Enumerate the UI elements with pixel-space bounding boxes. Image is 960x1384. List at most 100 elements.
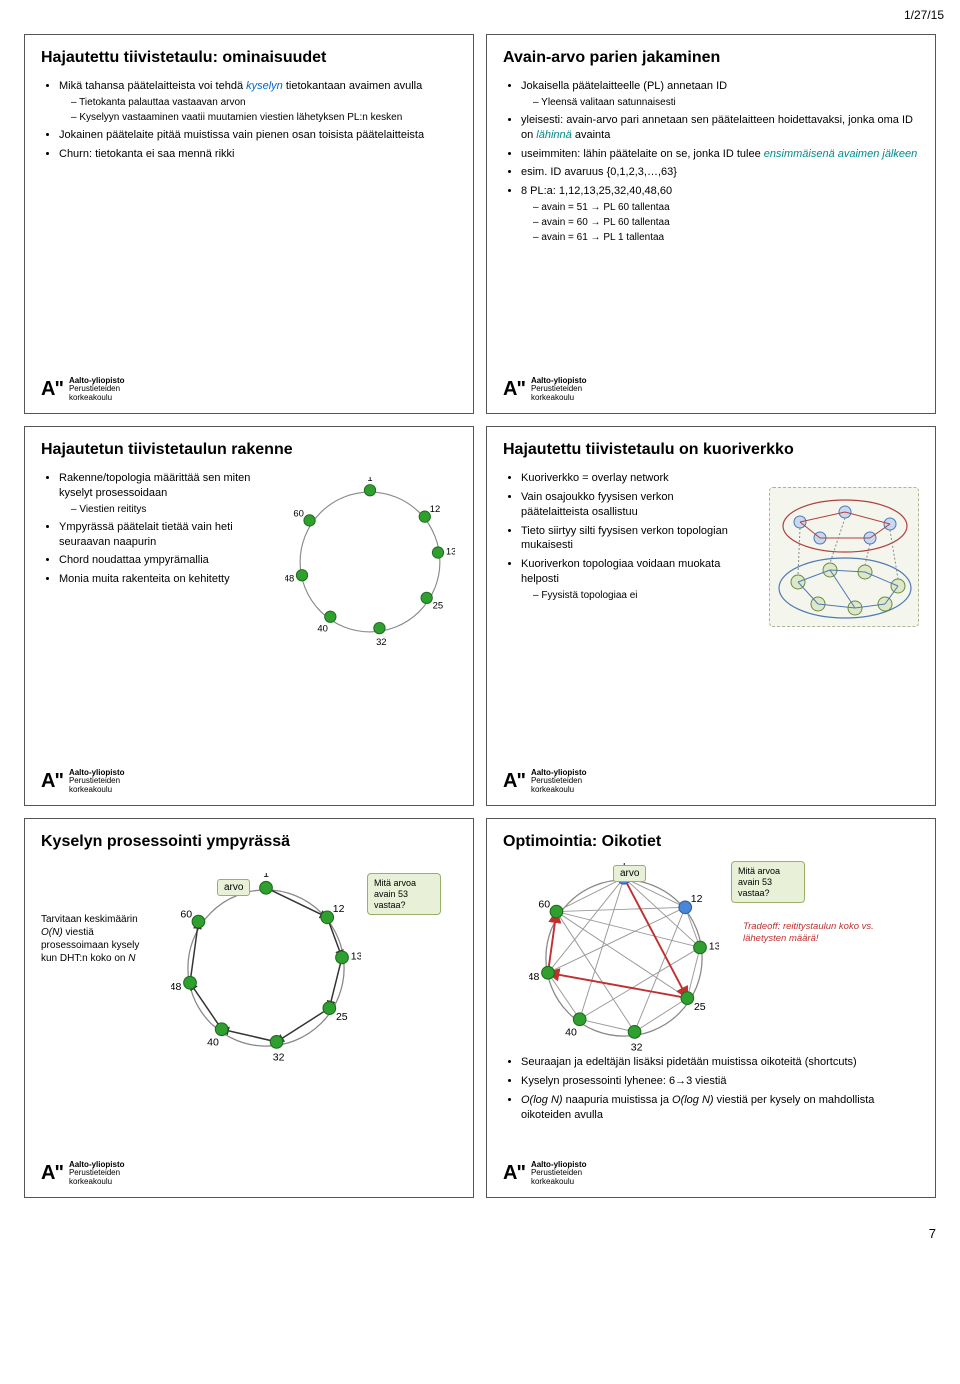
- s1-b1s2: Kyselyyn vastaaminen vaatii muutamien vi…: [71, 111, 457, 124]
- svg-text:48: 48: [529, 971, 539, 983]
- s1-b2: Jokainen päätelaite pitää muistissa vain…: [59, 128, 457, 143]
- svg-text:12: 12: [333, 903, 345, 915]
- arvo-callout-5: arvo: [217, 879, 250, 896]
- s3-b2: Ympyrässä päätelait tietää vain heti seu…: [59, 520, 251, 550]
- s5-sna: Tarvitaan keskimäärin: [41, 914, 138, 925]
- s3-b1s1: Viestien reititys: [71, 503, 251, 516]
- svg-text:13: 13: [351, 951, 361, 963]
- ring-diagram-5: 112132532404860: [171, 873, 361, 1063]
- s4-b4: Kuoriverkon topologiaa voidaan muokata h…: [521, 557, 733, 602]
- logo-l3: korkeakoulu: [69, 1178, 125, 1187]
- s4-b4t: Kuoriverkon topologiaa voidaan muokata h…: [521, 558, 720, 585]
- logo-mark: A": [41, 1162, 63, 1185]
- logo-l3: korkeakoulu: [531, 394, 587, 403]
- slide-5: Kyselyn prosessointi ympyrässä Tarvitaan…: [24, 818, 474, 1198]
- s5-snb: O(N): [41, 927, 63, 938]
- s2-b5s3: avain = 61 → PL 1 tallentaa: [533, 231, 919, 244]
- s2-b5t: 8 PL:a: 1,12,13,25,32,40,48,60: [521, 185, 672, 197]
- slide-6: Optimointia: Oikotiet 112132532404860 ar…: [486, 818, 936, 1198]
- s2-b5s2: avain = 60 → PL 60 tallentaa: [533, 216, 919, 229]
- s4-b1: Kuoriverkko = overlay network: [521, 471, 733, 486]
- logo-mark: A": [41, 378, 63, 401]
- aalto-logo: A" Aalto-yliopisto Perustieteiden korkea…: [41, 369, 457, 403]
- s6-b3c: O(log N): [672, 1094, 714, 1106]
- slide2-title: Avain-arvo parien jakaminen: [503, 49, 919, 67]
- slide-3: Hajautetun tiivistetaulun rakenne Rakenn…: [24, 426, 474, 806]
- s1-b1-emph: kyselyn: [246, 80, 283, 92]
- overlay-network-illustration: [769, 487, 919, 627]
- slide-2: Avain-arvo parien jakaminen Jokaisella p…: [486, 34, 936, 414]
- slide1-title: Hajautettu tiivistetaulu: ominaisuudet: [41, 49, 457, 67]
- slide-1: Hajautettu tiivistetaulu: ominaisuudet M…: [24, 34, 474, 414]
- s2-b5: 8 PL:a: 1,12,13,25,32,40,48,60 avain = 5…: [521, 184, 919, 244]
- s2-b3e: ensimmäisenä avaimen jälkeen: [764, 148, 917, 160]
- s4-b3: Tieto siirtyy silti fyysisen verkon topo…: [521, 524, 733, 554]
- slides-grid: Hajautettu tiivistetaulu: ominaisuudet M…: [0, 26, 960, 1222]
- s3-b4: Monia muita rakenteita on kehitetty: [59, 572, 251, 587]
- s5-snd: N: [128, 953, 135, 964]
- s2-b3a: useimmiten: lähin päätelaite on se, jonk…: [521, 148, 764, 160]
- svg-text:60: 60: [180, 908, 192, 920]
- s3-b1: Rakenne/topologia määrittää sen miten ky…: [59, 471, 251, 516]
- logo-l3: korkeakoulu: [69, 394, 125, 403]
- query-callout-6: Mitä arvoa avain 53 vastaa?: [731, 861, 805, 903]
- svg-text:25: 25: [336, 1011, 348, 1023]
- svg-text:32: 32: [631, 1042, 643, 1053]
- svg-text:1: 1: [367, 477, 372, 484]
- logo-l3: korkeakoulu: [69, 786, 125, 795]
- s1-b1b: tietokantaan avaimen avulla: [283, 80, 422, 92]
- svg-text:40: 40: [565, 1026, 577, 1038]
- s2-b1t: Jokaisella päätelaitteelle (PL) annetaan…: [521, 80, 727, 92]
- logo-mark: A": [503, 1162, 525, 1185]
- ring-diagram-6: 112132532404860: [529, 863, 719, 1053]
- s2-b2b: avainta: [572, 129, 611, 141]
- s1-b1s1: Tietokanta palauttaa vastaavan arvon: [71, 96, 457, 109]
- s1-b1a: Mikä tahansa päätelaitteista voi tehdä: [59, 80, 246, 92]
- s2-b1: Jokaisella päätelaitteelle (PL) annetaan…: [521, 79, 919, 109]
- s3-b3: Chord noudattaa ympyrämallia: [59, 553, 251, 568]
- s2-b2: yleisesti: avain-arvo pari annetaan sen …: [521, 113, 919, 143]
- svg-text:60: 60: [538, 898, 550, 910]
- slide-4: Hajautettu tiivistetaulu on kuoriverkko …: [486, 426, 936, 806]
- svg-text:12: 12: [430, 504, 441, 515]
- s1-b1: Mikä tahansa päätelaitteista voi tehdä k…: [59, 79, 457, 124]
- svg-text:48: 48: [285, 574, 294, 585]
- s4-b4s1: Fyysistä topologiaa ei: [533, 589, 733, 602]
- slide3-title: Hajautetun tiivistetaulun rakenne: [41, 441, 457, 459]
- s6-b1: Seuraajan ja edeltäjän lisäksi pidetään …: [521, 1055, 919, 1070]
- slide6-title: Optimointia: Oikotiet: [503, 833, 919, 851]
- s3-b1t: Rakenne/topologia määrittää sen miten ky…: [59, 472, 250, 499]
- logo-l3: korkeakoulu: [531, 1178, 587, 1187]
- aalto-logo: A" Aalto-yliopisto Perustieteiden korkea…: [503, 1153, 919, 1187]
- svg-text:32: 32: [376, 637, 387, 647]
- s1-b3: Churn: tietokanta ei saa mennä rikki: [59, 147, 457, 162]
- aalto-logo: A" Aalto-yliopisto Perustieteiden korkea…: [503, 369, 919, 403]
- tradeoff-note: Tradeoff: reititystaulun koko vs. lähety…: [743, 921, 893, 945]
- aalto-logo: A" Aalto-yliopisto Perustieteiden korkea…: [503, 761, 919, 795]
- slide4-title: Hajautettu tiivistetaulu on kuoriverkko: [503, 441, 919, 459]
- page-date: 1/27/15: [0, 0, 960, 26]
- svg-text:1: 1: [263, 873, 269, 880]
- s2-b3: useimmiten: lähin päätelaite on se, jonk…: [521, 147, 919, 162]
- logo-mark: A": [41, 770, 63, 793]
- svg-text:25: 25: [694, 1001, 706, 1013]
- s6-b2: Kyselyn prosessointi lyhenee: 6→3 viesti…: [521, 1074, 919, 1089]
- aalto-logo: A" Aalto-yliopisto Perustieteiden korkea…: [41, 761, 457, 795]
- aalto-logo: A" Aalto-yliopisto Perustieteiden korkea…: [41, 1153, 457, 1187]
- logo-l3: korkeakoulu: [531, 786, 587, 795]
- s6-b3b: naapuria muistissa ja: [563, 1094, 672, 1106]
- s5-side-note: Tarvitaan keskimäärin O(N) viestiä prose…: [41, 913, 151, 965]
- slide5-title: Kyselyn prosessointi ympyrässä: [41, 833, 457, 851]
- ring-diagram-3: 112132532404860: [285, 477, 455, 647]
- s2-b1s1: Yleensä valitaan satunnaisesti: [533, 96, 919, 109]
- s6-b3: O(log N) naapuria muistissa ja O(log N) …: [521, 1093, 919, 1123]
- arvo-callout-6: arvo: [613, 865, 646, 882]
- s2-b4: esim. ID avaruus {0,1,2,3,…,63}: [521, 165, 919, 180]
- svg-text:13: 13: [446, 547, 455, 558]
- query-callout-5: Mitä arvoa avain 53 vastaa?: [367, 873, 441, 915]
- s2-b5s1: avain = 51 → PL 60 tallentaa: [533, 201, 919, 214]
- svg-text:60: 60: [293, 509, 304, 520]
- s4-b2: Vain osajoukko fyysisen verkon päätelait…: [521, 490, 733, 520]
- s2-b2e: lähinnä: [536, 129, 571, 141]
- s6-b3a: O(log N): [521, 1094, 563, 1106]
